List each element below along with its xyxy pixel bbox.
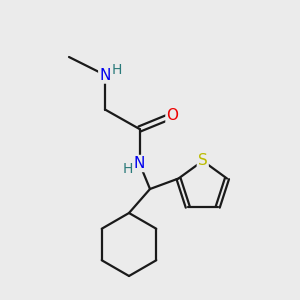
Text: O: O xyxy=(167,108,178,123)
Text: H: H xyxy=(111,63,122,76)
Text: S: S xyxy=(198,153,208,168)
Text: H: H xyxy=(123,162,133,176)
Text: N: N xyxy=(134,156,145,171)
Text: N: N xyxy=(99,68,111,82)
